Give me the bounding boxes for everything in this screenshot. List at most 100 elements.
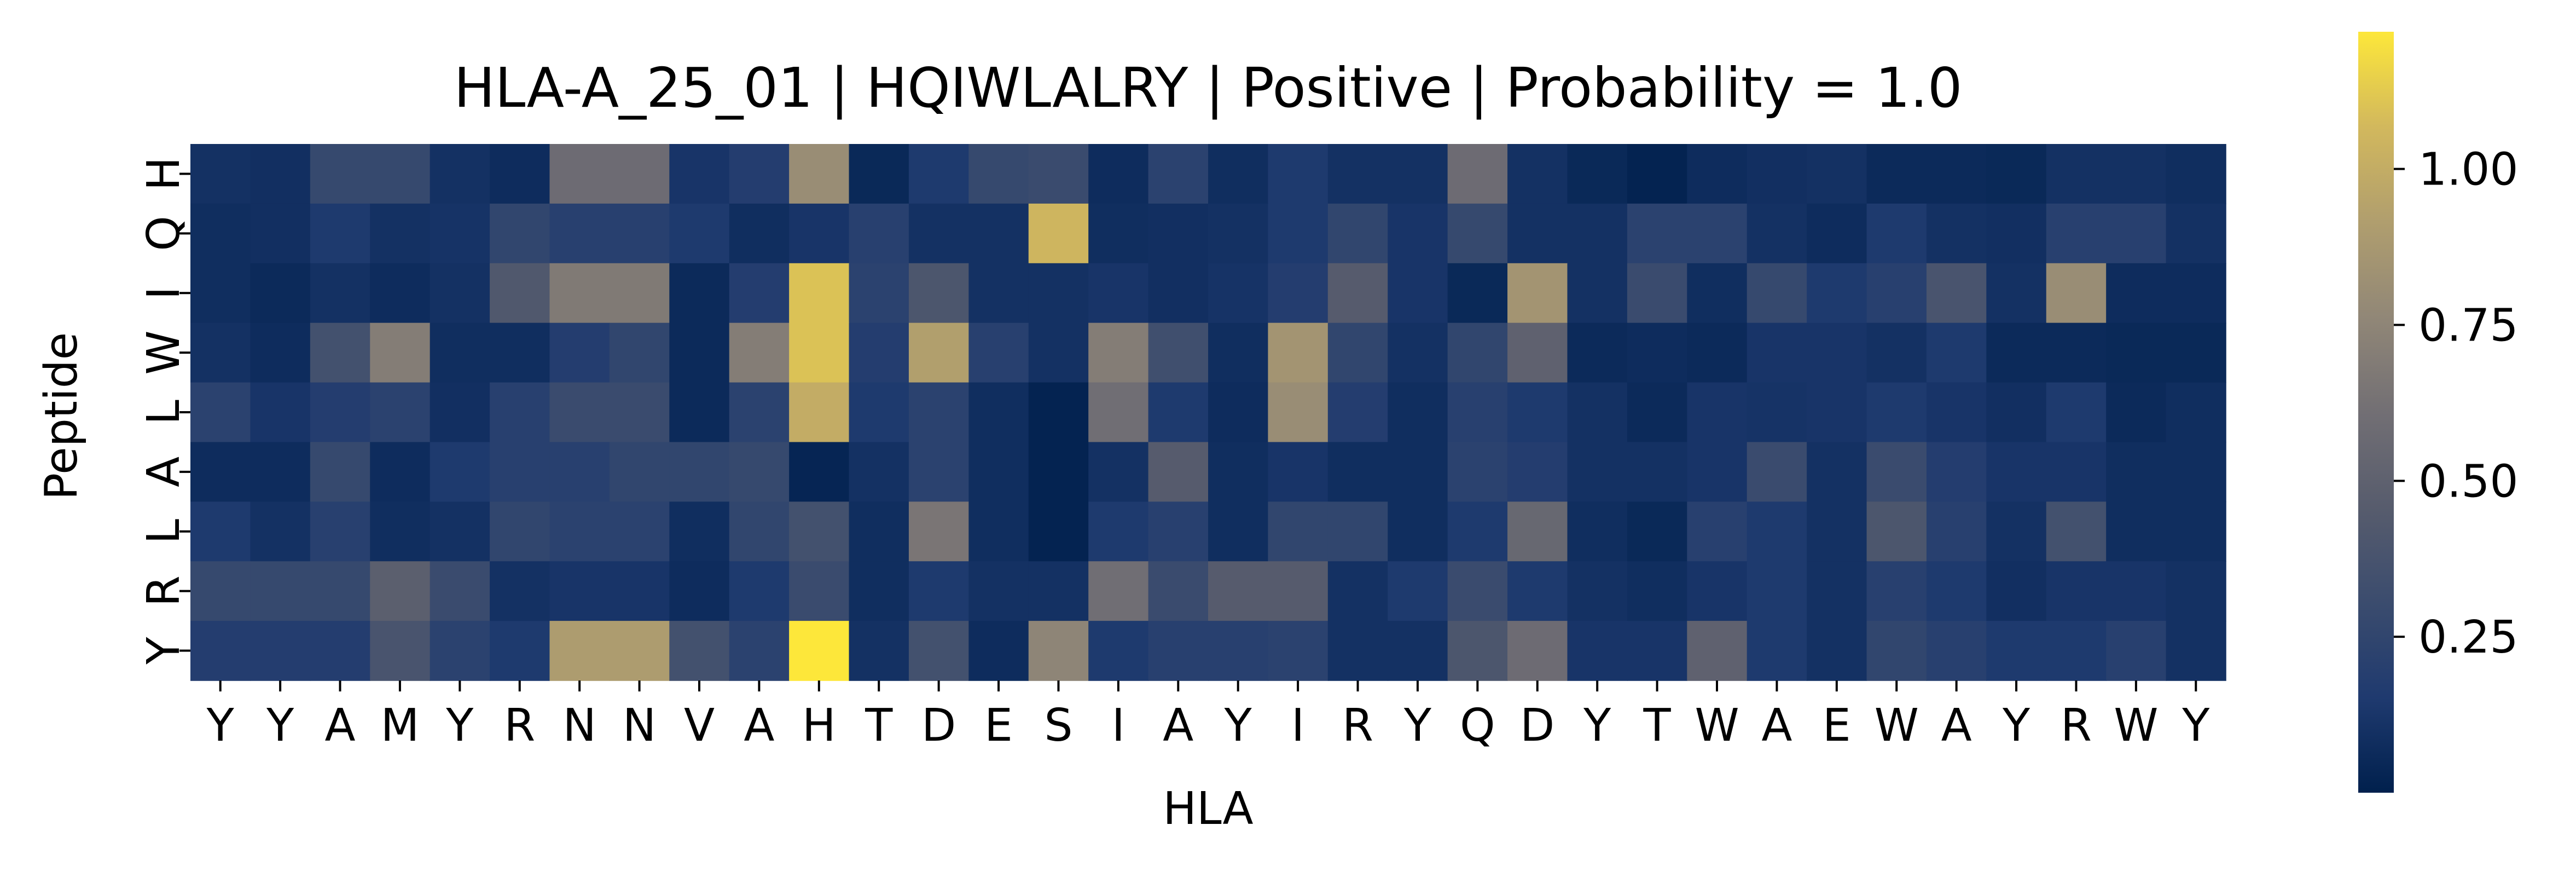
heatmap-cell [1268,322,1328,383]
heatmap-cell [250,263,311,324]
y-tick-label: I [138,286,190,299]
heatmap-cell [1148,382,1209,443]
heatmap-cell [250,561,311,621]
heatmap-cell [1028,621,1089,681]
heatmap-cell [1148,621,1209,681]
heatmap-cell [1208,263,1269,324]
x-tick-label: Y [1224,700,1252,752]
heatmap-cell [1388,203,1448,264]
heatmap-cell [1866,203,1927,264]
heatmap-cell [1447,203,1508,264]
heatmap-cell [1986,382,2047,443]
x-tick-label: R [2061,700,2092,752]
heatmap-cell [1567,382,1628,443]
heatmap-cell [1148,263,1209,324]
heatmap-cell [1567,501,1628,562]
heatmap-cell [2166,144,2226,204]
heatmap-cell [2046,263,2107,324]
heatmap-cell [490,203,550,264]
heatmap-cell [1807,501,1867,562]
heatmap-cell [1567,442,1628,503]
x-tick-label: A [744,700,774,752]
heatmap-cell [1268,621,1328,681]
heatmap-cell [1388,322,1448,383]
heatmap-cell [729,442,790,503]
heatmap-cell [1327,561,1389,621]
heatmap-cell [370,382,431,443]
heatmap-cell [1627,382,1688,443]
heatmap-cell [1807,621,1867,681]
heatmap-cell [1507,382,1568,443]
heatmap-cell [1208,442,1269,503]
heatmap-cell [1986,561,2047,621]
heatmap-cell [430,263,490,324]
x-tick-label: R [1342,700,1373,752]
heatmap-cell [1447,621,1508,681]
heatmap-cell [1807,561,1867,621]
heatmap-cell [968,144,1029,204]
heatmap-cell [1388,621,1448,681]
heatmap-cell [1567,561,1628,621]
heatmap-cell [1747,322,1807,383]
heatmap-cell [669,382,730,443]
y-axis-ticks: HQIWLALRY [138,157,190,665]
heatmap-cell [2106,263,2167,324]
heatmap-cell [1986,144,2047,204]
heatmap-cell [1088,144,1149,204]
heatmap-cell [1926,203,1987,264]
heatmap-cell [1327,203,1389,264]
heatmap-cell [490,144,550,204]
heatmap-cell [1567,263,1628,324]
heatmap-cell [789,501,850,562]
heatmap-cell [1507,263,1568,324]
heatmap-cell [669,561,730,621]
heatmap-cell [1028,322,1089,383]
heatmap-cell [2046,561,2107,621]
x-tick-label: N [623,700,656,752]
heatmap-cell [1627,442,1688,503]
heatmap-cell [190,561,251,621]
heatmap-cell [1447,442,1508,503]
x-tick-label: Y [206,700,235,752]
heatmap-cell [1866,263,1927,324]
heatmap-cell [1088,501,1149,562]
heatmap-cell [609,501,670,562]
heatmap-cell [310,382,371,443]
heatmap-cell [490,621,550,681]
heatmap-cell [1627,621,1688,681]
heatmap-cell [250,621,311,681]
heatmap-cell [549,442,610,503]
heatmap-cell [1327,621,1389,681]
heatmap-cell [1986,322,2047,383]
heatmap-cell [1926,322,1987,383]
x-tick-label: Y [1583,700,1611,752]
heatmap-cell [430,382,490,443]
heatmap-cell [908,322,970,383]
heatmap-cell [609,382,670,443]
heatmap-cell [849,203,909,264]
colorbar [2358,32,2394,793]
heatmap-cell [310,203,371,264]
heatmap-cell [2166,501,2226,562]
heatmap-cell [1807,382,1867,443]
heatmap-cell [1268,501,1328,562]
heatmap-cell [1807,144,1867,204]
x-tick-label: A [324,700,355,752]
heatmap-cell [1148,144,1209,204]
heatmap-cell [1148,442,1209,503]
heatmap-cell [1028,501,1089,562]
heatmap-cell [190,501,251,562]
heatmap-cell [549,621,610,681]
heatmap-cell [1447,382,1508,443]
heatmap-cell [490,501,550,562]
heatmap-cell [1507,561,1568,621]
heatmap-cell [1866,621,1927,681]
x-tick-label: R [504,700,535,752]
heatmap-cell [669,144,730,204]
heatmap-cell [1866,442,1927,503]
heatmap-cell [849,382,909,443]
heatmap-cell [1268,561,1328,621]
heatmap-cell [1986,442,2047,503]
heatmap-cell [789,561,850,621]
